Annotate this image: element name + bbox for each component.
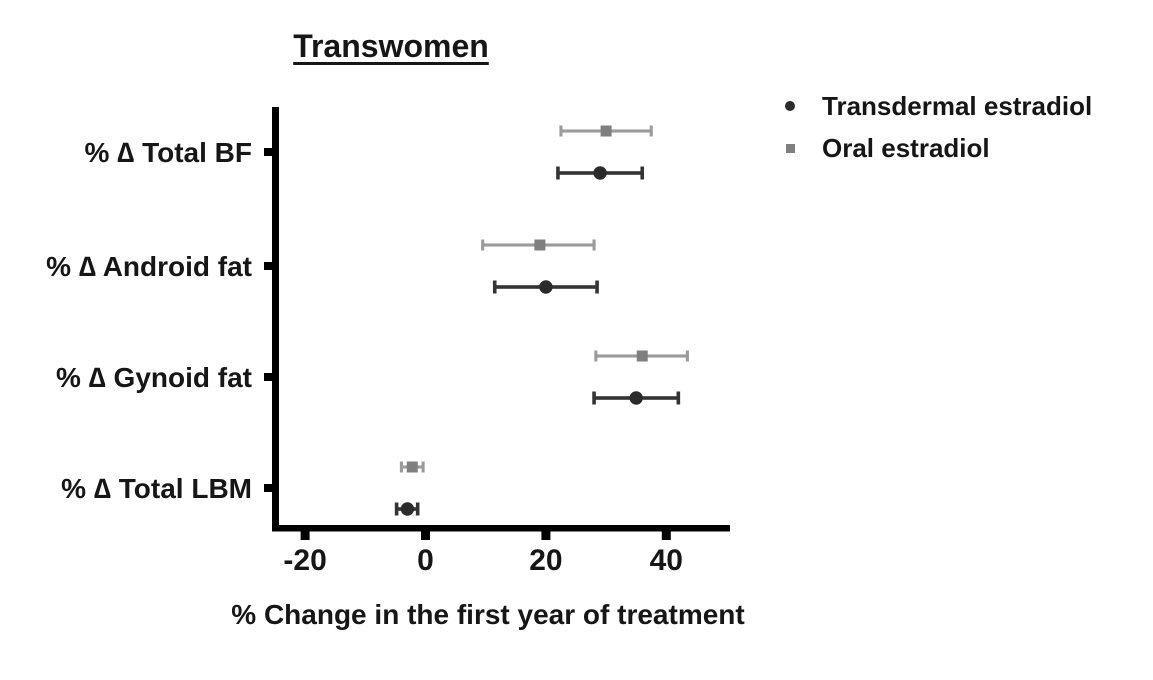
- square-marker-icon: [782, 143, 798, 153]
- category-label: % ∆ Total BF: [85, 137, 253, 168]
- x-tick-label: 20: [529, 544, 562, 577]
- error-bar-cap-high: [595, 280, 599, 294]
- legend-label-oral-estradiol: Oral estradiol: [822, 132, 990, 163]
- x-tick: [300, 531, 310, 540]
- x-tick-label: 40: [650, 544, 683, 577]
- y-category-tick: [264, 484, 272, 492]
- error-bar-cap-low: [559, 125, 563, 137]
- error-bar-cap-low: [399, 461, 403, 473]
- x-tick: [421, 531, 430, 540]
- chart-title: Transwomen: [293, 28, 489, 64]
- legend-item-transdermal-estradiol: Transdermal estradiol: [782, 91, 1092, 121]
- y-axis-line: [272, 107, 279, 532]
- y-category-tick: [264, 373, 272, 381]
- legend: Transdermal estradiol Oral estradiol: [782, 91, 1092, 175]
- y-category-tick: [264, 148, 272, 156]
- legend-item-oral-estradiol: Oral estradiol: [782, 133, 1092, 163]
- x-tick: [541, 531, 551, 540]
- error-bar-cap-low: [481, 239, 485, 251]
- error-bar-cap-low: [556, 166, 560, 180]
- error-bar-cap-high: [415, 502, 420, 516]
- legend-label-transdermal-estradiol: Transdermal estradiol: [822, 90, 1093, 121]
- x-axis-label: % Change in the first year of treatment: [231, 599, 745, 630]
- error-bar-cap-high: [676, 391, 681, 405]
- category-label: % ∆ Android fat: [46, 251, 252, 282]
- x-tick: [661, 531, 671, 540]
- error-bar-cap-low: [594, 350, 598, 362]
- data-point-square: [600, 125, 612, 137]
- x-tick-label: -20: [283, 544, 326, 577]
- data-point-circle: [629, 391, 643, 405]
- circle-marker-icon: [782, 101, 798, 111]
- data-point-square: [406, 461, 418, 473]
- error-bar-cap-high: [640, 166, 645, 180]
- data-point-circle: [400, 502, 415, 516]
- data-point-square: [636, 350, 648, 362]
- x-axis-line: [272, 525, 730, 532]
- data-point-circle: [539, 280, 553, 294]
- data-point-square: [534, 239, 546, 251]
- category-label: % ∆ Gynoid fat: [56, 362, 252, 393]
- x-tick-label: 0: [417, 544, 434, 577]
- error-bar-cap-high: [421, 461, 425, 473]
- category-label: % ∆ Total LBM: [61, 473, 252, 504]
- error-bar-cap-high: [649, 125, 653, 137]
- y-category-tick: [264, 262, 272, 270]
- error-bar-cap-high: [685, 350, 689, 362]
- error-bar-cap-low: [592, 391, 596, 405]
- error-bar-cap-low: [492, 280, 497, 294]
- data-point-circle: [593, 166, 607, 180]
- error-bar-cap-low: [394, 502, 399, 516]
- error-bar-cap-high: [592, 239, 596, 251]
